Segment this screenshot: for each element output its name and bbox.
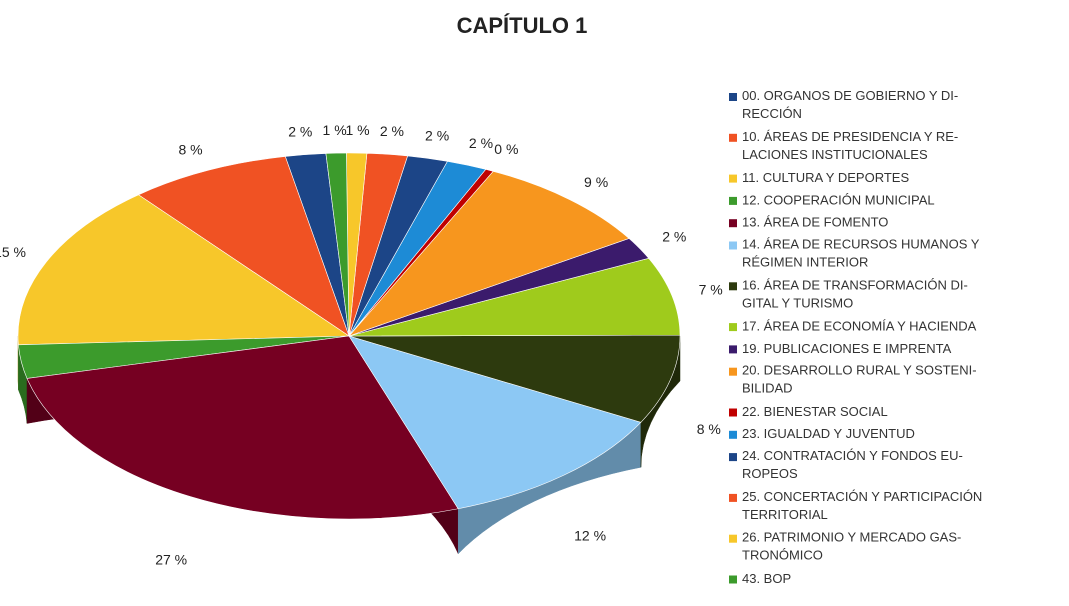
legend-swatch [729, 453, 737, 462]
legend-swatch [729, 174, 737, 183]
data-label: 8 % [697, 421, 721, 437]
legend-swatch [729, 133, 737, 142]
legend-swatch [729, 93, 737, 101]
slice [137, 156, 350, 337]
legend-label: 16. ÁREA DE TRANSFORMACIÓN DI-GITAL Y TU… [742, 278, 968, 311]
legend-label: 20. DESARROLLO RURAL Y SOSTENI-BILIDAD [742, 363, 977, 396]
legend-label: 24. CONTRATACIÓN Y FONDOS EU-ROPEOS [742, 449, 963, 482]
legend-swatch [729, 534, 737, 543]
data-label: 2 % [288, 124, 312, 140]
data-label: 12 % [574, 527, 606, 543]
legend-swatch [729, 345, 737, 354]
slice [348, 170, 630, 337]
legend-swatch [729, 367, 737, 376]
slice [17, 194, 350, 346]
legend-label: 19. PUBLICACIONES E IMPRENTA [742, 341, 952, 356]
slice [325, 152, 350, 337]
legend-swatch [729, 323, 737, 332]
legend-label: 13. ÁREA DE FOMENTO [742, 215, 888, 230]
data-label: 2 % [469, 135, 493, 151]
legend-swatch [729, 241, 737, 250]
data-label: 1 % [323, 122, 347, 138]
slice [26, 335, 459, 520]
data-label: 2 % [380, 123, 404, 139]
data-label: 9 % [584, 174, 608, 190]
legend-label: 11. CULTURA Y DEPORTES [742, 170, 909, 185]
data-label: 15 % [0, 244, 26, 260]
legend-swatch [729, 282, 737, 291]
data-label: 2 % [662, 228, 686, 244]
chart-title: CAPÍTULO 1 [457, 13, 588, 38]
slice [348, 257, 681, 337]
legend-swatch [729, 196, 737, 205]
data-label: 2 % [425, 128, 449, 144]
legend-swatch [729, 430, 737, 439]
legend-swatch [729, 219, 737, 228]
legend-label: 14. ÁREA DE RECURSOS HUMANOS Y RÉGIMEN IN… [742, 237, 980, 270]
legend-label: 25. CONCERTACIÓN Y PARTICIPACIÓN TERRITOR… [742, 489, 982, 522]
data-label: 8 % [178, 141, 202, 157]
legend-label: 00. ORGANOS DE GOBIERNO Y DI-RECCIÓN [742, 88, 958, 121]
legend-label: 10. ÁREAS DE PRESIDENCIA Y RE-LACIONES I… [742, 129, 958, 162]
data-label: 7 % [699, 282, 723, 298]
slice [348, 334, 681, 423]
slice [348, 335, 642, 510]
legend-label: 43. BOP [742, 571, 791, 586]
legend-swatch [729, 408, 737, 417]
data-label: 0 % [494, 141, 518, 157]
legend-label: 22. BIENESTAR SOCIAL [742, 404, 888, 419]
legend-swatch [729, 493, 737, 502]
legend-label: 23. IGUALDAD Y JUVENTUD [742, 426, 915, 441]
legend-label: 26. PATRIMONIO Y MERCADO GAS-TRONÓMICO [742, 530, 961, 563]
data-label: 27 % [155, 552, 187, 568]
legend-label: 12. COOPERACIÓN MUNICIPAL [742, 192, 935, 207]
legend-swatch [729, 575, 737, 584]
legend-label: 17. ÁREA DE ECONOMÍA Y HACIENDA [742, 319, 977, 334]
data-label: 1 % [346, 122, 370, 138]
